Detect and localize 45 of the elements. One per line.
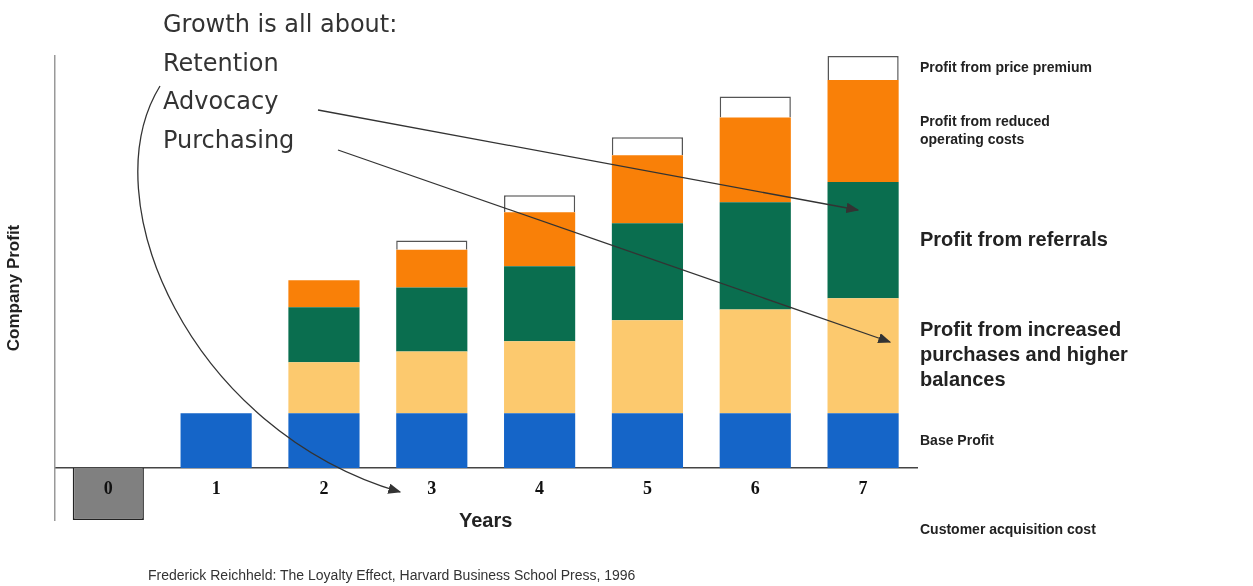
bar <box>611 413 684 469</box>
text: Frederick Reichheld: The Loyalty Effect, Harvard Business School Press, 1996 <box>148 566 636 583</box>
bar <box>611 320 684 414</box>
bar <box>504 212 576 267</box>
series-label: Profit from increased purchases and higher balances <box>920 318 1129 391</box>
bar <box>396 249 468 288</box>
bar <box>827 413 899 469</box>
bar <box>719 309 791 414</box>
text: Growth is all about: <box>163 10 398 39</box>
x-tick-label: 6 <box>750 477 760 498</box>
annotation: Advocacy <box>163 87 279 116</box>
series-label: Profit from referrals <box>920 227 1108 250</box>
annotation: Retention <box>163 48 279 77</box>
bar <box>827 182 899 299</box>
bar <box>288 362 360 414</box>
bar <box>719 202 791 310</box>
bar <box>288 307 360 363</box>
text: Customer acquisition cost <box>920 520 1097 537</box>
x-tick-label: 5 <box>642 477 652 498</box>
bar <box>719 413 791 469</box>
series-label: Profit from price premium <box>920 58 1092 75</box>
x-axis-title: Years <box>459 509 513 532</box>
x-tick-label: 4 <box>535 477 545 498</box>
x-tick-label: 3 <box>427 477 437 498</box>
bar <box>719 117 791 203</box>
bar <box>504 341 576 414</box>
y-axis-title: Company Profit <box>3 224 23 352</box>
x-tick-label: 7 <box>858 477 868 498</box>
x-tick-label: 1 <box>211 477 221 498</box>
bar <box>396 351 468 414</box>
bar <box>827 298 899 414</box>
bar <box>180 413 252 469</box>
x-tick-label: 0 <box>103 477 113 498</box>
bar <box>827 79 899 183</box>
bar <box>611 223 684 321</box>
annotation: Purchasing <box>163 125 295 154</box>
bar <box>396 287 468 352</box>
bar <box>504 266 576 342</box>
bar <box>288 413 360 469</box>
bar <box>504 413 576 469</box>
series-label: Base Profit <box>920 431 995 448</box>
bar <box>288 280 360 308</box>
series-label: Profit from reduced operating costs <box>920 113 1050 147</box>
x-tick-label: 2 <box>319 477 329 498</box>
bar <box>396 413 468 469</box>
